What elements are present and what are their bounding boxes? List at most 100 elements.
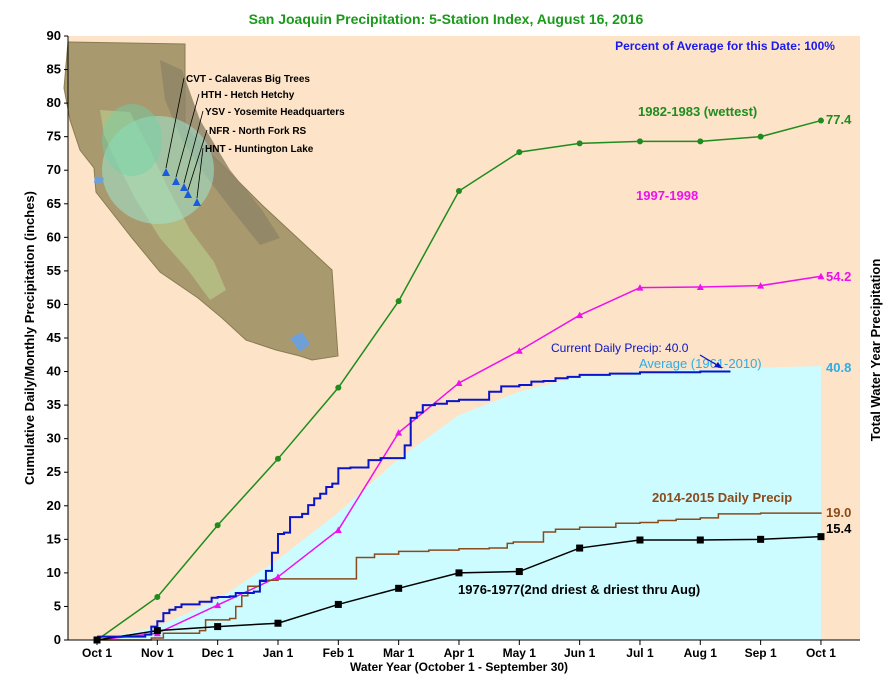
data-point [395, 298, 402, 305]
right-axis-label: Total Water Year Precipitation [868, 259, 883, 442]
y-axis-label: Cumulative Daily/Monthly Precipitation (… [22, 191, 37, 485]
y-tick-label: 15 [47, 531, 61, 546]
series-label-1982-1983: 1982-1983 (wettest) [638, 104, 757, 119]
data-point [817, 533, 825, 541]
station-marker [162, 168, 170, 176]
data-point [335, 384, 342, 391]
station-label: NFR - North Fork RS [209, 126, 307, 137]
y-tick-label: 65 [47, 196, 61, 211]
x-tick-label: Apr 1 [444, 646, 475, 660]
y-tick-label: 20 [47, 498, 61, 513]
data-point [274, 573, 282, 580]
data-point [636, 284, 644, 291]
station-marker [172, 177, 180, 185]
x-tick-label: Sep 1 [745, 646, 777, 660]
data-point [757, 133, 764, 140]
sierra-mountains [160, 60, 280, 245]
data-point [697, 138, 704, 145]
y-ticks: 0 5 10 15 20 25 30 35 40 45 50 55 60 65 70 75 80 85 90 [47, 28, 68, 647]
total-label-average: 40.8 [826, 360, 851, 375]
x-tick-label: Oct 1 [806, 646, 836, 660]
current-precip-label: Current Daily Precip: 40.0 [551, 341, 689, 355]
average-label: Average (1961-2010) [639, 356, 762, 371]
data-point [576, 140, 583, 147]
data-point [576, 544, 584, 552]
x-tick-label: Dec 1 [202, 646, 234, 660]
california-map-inset: CVT - Calaveras Big Trees HTH - Hetch Het… [63, 41, 345, 361]
series-markers [93, 117, 825, 644]
lake-shape-2 [94, 176, 104, 184]
station-leader-lines [165, 77, 208, 199]
series-label-1976-1977: 1976-1977(2nd driest & driest thru Aug) [458, 582, 700, 597]
y-tick-label: 60 [47, 229, 61, 244]
data-point [154, 594, 161, 601]
basin-highlight-inner [102, 104, 162, 176]
station-label: HNT - Huntington Lake [205, 144, 314, 155]
data-point [274, 455, 281, 462]
y-tick-label: 35 [47, 397, 61, 412]
total-label-1997-1998: 54.2 [826, 269, 851, 284]
x-tick-label: Jan 1 [263, 646, 294, 660]
y-tick-label: 85 [47, 62, 61, 77]
y-tick-label: 25 [47, 464, 61, 479]
y-tick-label: 75 [47, 129, 61, 144]
station-label: YSV - Yosemite Headquarters [205, 107, 345, 118]
data-point [455, 569, 463, 577]
data-point [395, 584, 403, 592]
station-markers [162, 168, 201, 206]
y-tick-label: 50 [47, 296, 61, 311]
x-tick-label: Feb 1 [323, 646, 355, 660]
total-label-2014-2015: 19.0 [826, 505, 851, 520]
station-leader-line [196, 147, 204, 199]
x-ticks: Oct 1 Nov 1 Dec 1 Jan 1 Feb 1 Mar 1 Apr 1 May 1… [82, 640, 836, 660]
data-point [636, 138, 643, 145]
series-line [97, 370, 731, 638]
lake-shape [290, 332, 310, 352]
data-point [515, 347, 523, 354]
data-point [516, 149, 523, 156]
y-tick-label: 30 [47, 431, 61, 446]
series-label-1997-1998: 1997-1998 [636, 188, 698, 203]
x-tick-label: Jul 1 [626, 646, 654, 660]
station-leader-line [175, 93, 200, 178]
data-point [455, 379, 463, 386]
chart-title: San Joaquin Precipitation: 5-Station Ind… [249, 11, 644, 27]
data-point [274, 619, 282, 627]
x-tick-label: May 1 [503, 646, 537, 660]
x-tick-label: Aug 1 [684, 646, 718, 660]
data-point [214, 522, 221, 529]
data-point [817, 117, 824, 124]
data-point [576, 311, 584, 319]
data-point [395, 429, 403, 436]
total-label-1982-1983: 77.4 [826, 112, 852, 127]
x-axis-label: Water Year (October 1 - September 30) [350, 660, 568, 674]
y-tick-label: 10 [47, 565, 61, 580]
chart-subtitle: Percent of Average for this Date: 100% [615, 39, 835, 53]
station-marker [184, 190, 192, 198]
average-area [97, 366, 821, 640]
y-tick-label: 40 [47, 364, 61, 379]
station-labels: CVT - Calaveras Big Trees HTH - Hetch Het… [186, 74, 345, 155]
x-tick-label: Mar 1 [383, 646, 415, 660]
data-point [455, 188, 462, 195]
series-label-2014-2015: 2014-2015 Daily Precip [652, 490, 792, 505]
data-point [636, 536, 644, 544]
data-point [696, 536, 704, 544]
x-tick-label: Jun 1 [564, 646, 596, 660]
data-point [757, 535, 765, 543]
data-point [153, 627, 161, 635]
y-tick-label: 55 [47, 263, 61, 278]
data-point [334, 600, 342, 608]
y-tick-label: 0 [54, 632, 61, 647]
current-precip-arrowhead [714, 362, 722, 368]
station-leader-line [165, 77, 185, 169]
station-leader-line [183, 110, 204, 184]
x-tick-label: Oct 1 [82, 646, 112, 660]
y-tick-label: 45 [47, 330, 61, 345]
station-leader-line [187, 129, 208, 191]
data-point [214, 623, 222, 631]
data-point [515, 568, 523, 576]
data-point [334, 526, 342, 533]
